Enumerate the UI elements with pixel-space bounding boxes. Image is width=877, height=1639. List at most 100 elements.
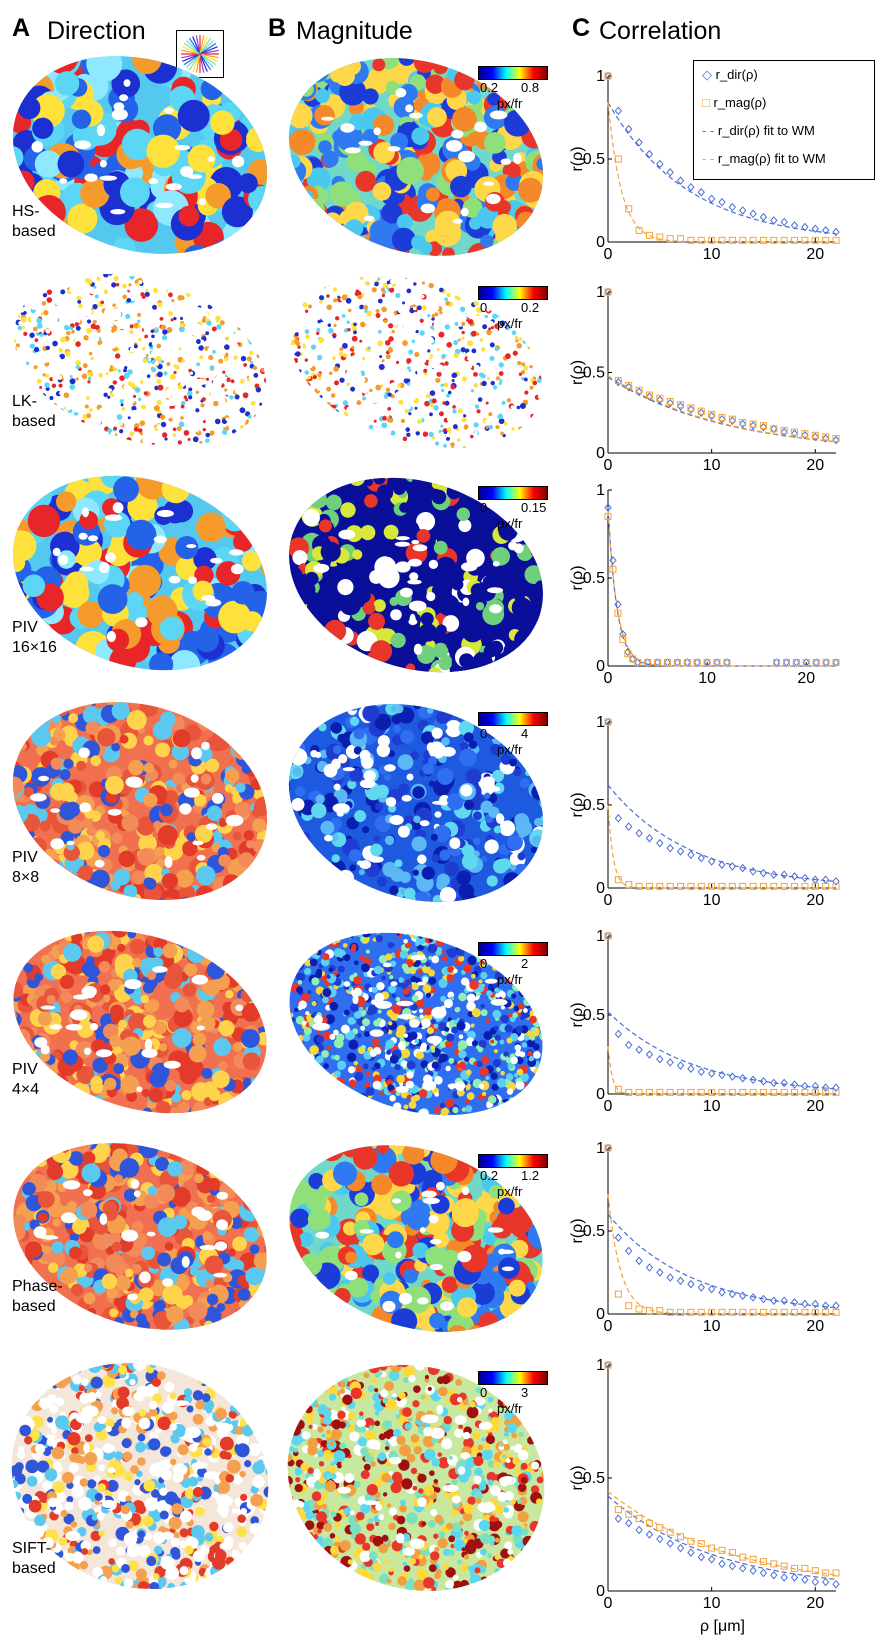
legend-label: r_dir(ρ) — [715, 67, 758, 82]
data-point-dir — [666, 1539, 674, 1548]
data-point-mag — [739, 236, 747, 244]
wheel-spoke — [199, 53, 218, 62]
data-point-mag — [656, 1307, 664, 1315]
y-tick-label: 0.5 — [583, 570, 605, 587]
direction-map — [4, 270, 276, 470]
data-point-mag — [811, 1308, 819, 1316]
data-point-mag — [604, 1144, 612, 1152]
method-label-line: SIFT- — [12, 1540, 52, 1557]
wheel-spoke — [182, 46, 201, 55]
data-point-dir — [645, 1530, 654, 1539]
wheel-spoke — [199, 53, 212, 71]
data-point-mag — [770, 1560, 778, 1568]
data-point-mag — [666, 1528, 674, 1536]
data-point-dir — [697, 187, 705, 197]
data-point-dir — [697, 853, 705, 863]
legend-label: r_mag(ρ) fit to WM — [717, 151, 826, 166]
y-tick-label: 1 — [596, 284, 605, 301]
data-point-mag — [677, 1533, 685, 1541]
wheel-spoke — [199, 37, 212, 55]
data-point-dir — [832, 877, 840, 886]
data-point-mag — [801, 430, 809, 438]
correlation-chart: 0 10 20 0 0.5 1 r(ρ) — [570, 1357, 840, 1611]
data-point-mag — [749, 1308, 757, 1316]
data-point-mag — [770, 882, 778, 890]
data-point-dir — [780, 1078, 788, 1088]
data-point-mag — [697, 1540, 705, 1548]
data-point-mag — [739, 418, 747, 426]
data-point-mag — [832, 1088, 840, 1096]
data-point-dir — [780, 427, 788, 437]
data-point-mag — [759, 422, 767, 430]
wheel-spoke — [199, 46, 218, 55]
data-point-mag — [749, 1088, 757, 1096]
fit-line-dir — [607, 102, 837, 235]
data-point-mag — [718, 1088, 726, 1096]
data-point-dir — [687, 1548, 695, 1557]
data-point-mag — [780, 426, 788, 434]
wheel-spoke — [186, 53, 201, 68]
method-label-line: based — [12, 1560, 56, 1577]
fit-line-mag — [607, 511, 836, 667]
data-point-mag — [624, 650, 632, 658]
data-point-dir — [739, 1564, 747, 1573]
data-point-dir — [663, 658, 672, 667]
data-point-mag — [644, 658, 652, 666]
data-point-dir — [687, 405, 695, 414]
data-point-mag — [656, 394, 664, 402]
data-point-mag — [697, 1308, 705, 1316]
data-point-mag — [801, 1308, 809, 1316]
magnitude-map — [280, 698, 552, 928]
data-point-dir — [728, 1072, 737, 1081]
data-point-mag — [604, 1361, 612, 1369]
colorbar-tick-max: 2 — [521, 956, 529, 971]
data-point-dir — [723, 658, 731, 667]
data-point-mag — [604, 512, 612, 520]
data-point-dir — [739, 419, 747, 429]
data-point-mag — [614, 876, 622, 884]
data-point-dir — [614, 600, 622, 609]
data-point-mag — [791, 236, 799, 244]
x-tick-label: 10 — [698, 670, 716, 686]
data-point-mag — [614, 609, 622, 617]
x-tick-label: 0 — [604, 892, 613, 908]
data-point-mag — [832, 882, 840, 890]
data-point-dir — [749, 867, 757, 876]
data-point-mag — [635, 1515, 643, 1523]
data-point-dir — [635, 1045, 643, 1055]
data-point-dir — [770, 1078, 778, 1088]
data-point-mag — [718, 414, 726, 422]
data-point-dir — [821, 434, 830, 443]
data-point-dir — [656, 1054, 664, 1064]
data-point-dir — [666, 168, 674, 177]
y-tick-label: 0 — [596, 445, 605, 462]
wheel-spoke — [199, 35, 205, 55]
y-tick-label: 1 — [596, 68, 605, 85]
data-point-mag — [625, 1088, 633, 1096]
data-point-dir — [656, 838, 664, 848]
fit-line-mag — [607, 1491, 837, 1576]
data-point-mag — [728, 1308, 736, 1316]
panel-a-title: Direction — [47, 17, 146, 45]
data-point-dir — [749, 1075, 757, 1085]
data-point-mag — [759, 236, 767, 244]
method-label: HS-based — [12, 202, 56, 242]
data-point-dir — [790, 1080, 799, 1089]
data-point-dir — [790, 429, 799, 438]
data-point-dir — [832, 227, 840, 237]
data-point-dir — [666, 1273, 674, 1282]
wheel-spoke — [199, 49, 219, 55]
data-point-mag — [609, 565, 617, 573]
colorbar-tick-max: 4 — [521, 726, 529, 741]
data-point-dir — [635, 138, 643, 147]
magnitude-map — [280, 272, 552, 472]
data-point-mag — [791, 428, 799, 436]
data-point-dir — [780, 217, 788, 227]
colorbar-unit: px/fr — [497, 1401, 523, 1416]
direction-map — [4, 470, 276, 692]
wheel-spoke — [182, 53, 201, 62]
x-tick-label: 20 — [806, 892, 824, 908]
wheel-spoke — [199, 53, 219, 59]
data-point-dir — [759, 422, 768, 432]
data-point-dir — [656, 1268, 664, 1277]
